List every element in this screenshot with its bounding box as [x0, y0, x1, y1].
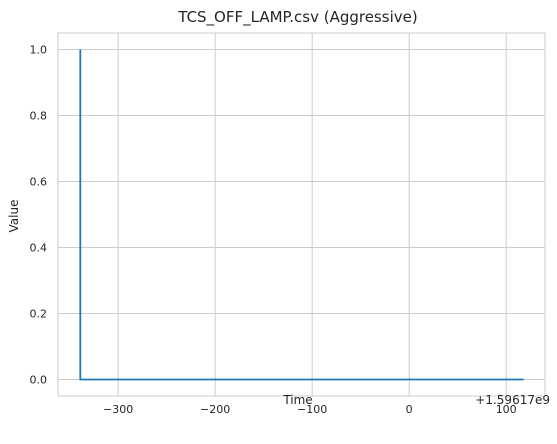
x-tick-labels: −300 −200 −100 0 100	[103, 403, 517, 416]
y-tick-labels: 0.0 0.2 0.4 0.6 0.8 1.0	[30, 44, 48, 387]
x-tick-label: 100	[496, 403, 517, 416]
y-tick-label: 0.2	[30, 308, 48, 321]
x-tick-label: −100	[297, 403, 327, 416]
chart-title: TCS_OFF_LAMP.csv (Aggressive)	[177, 8, 417, 27]
x-tick-label: 0	[406, 403, 413, 416]
y-axis-label: Value	[7, 200, 21, 233]
x-tick-label: −300	[103, 403, 133, 416]
y-tick-label: 0.0	[30, 374, 48, 387]
y-tick-label: 0.6	[30, 176, 48, 189]
y-tick-label: 0.4	[30, 242, 48, 255]
grid	[58, 33, 545, 396]
plot-frame	[57, 32, 546, 397]
series-layer	[79, 49, 524, 381]
y-tick-label: 1.0	[30, 44, 48, 57]
y-tick-label: 0.8	[30, 110, 48, 123]
x-tick-label: −200	[200, 403, 230, 416]
x-offset-label: +1.59617e9	[475, 393, 550, 407]
x-axis-label: Time	[282, 393, 312, 407]
series-line	[79, 49, 524, 381]
